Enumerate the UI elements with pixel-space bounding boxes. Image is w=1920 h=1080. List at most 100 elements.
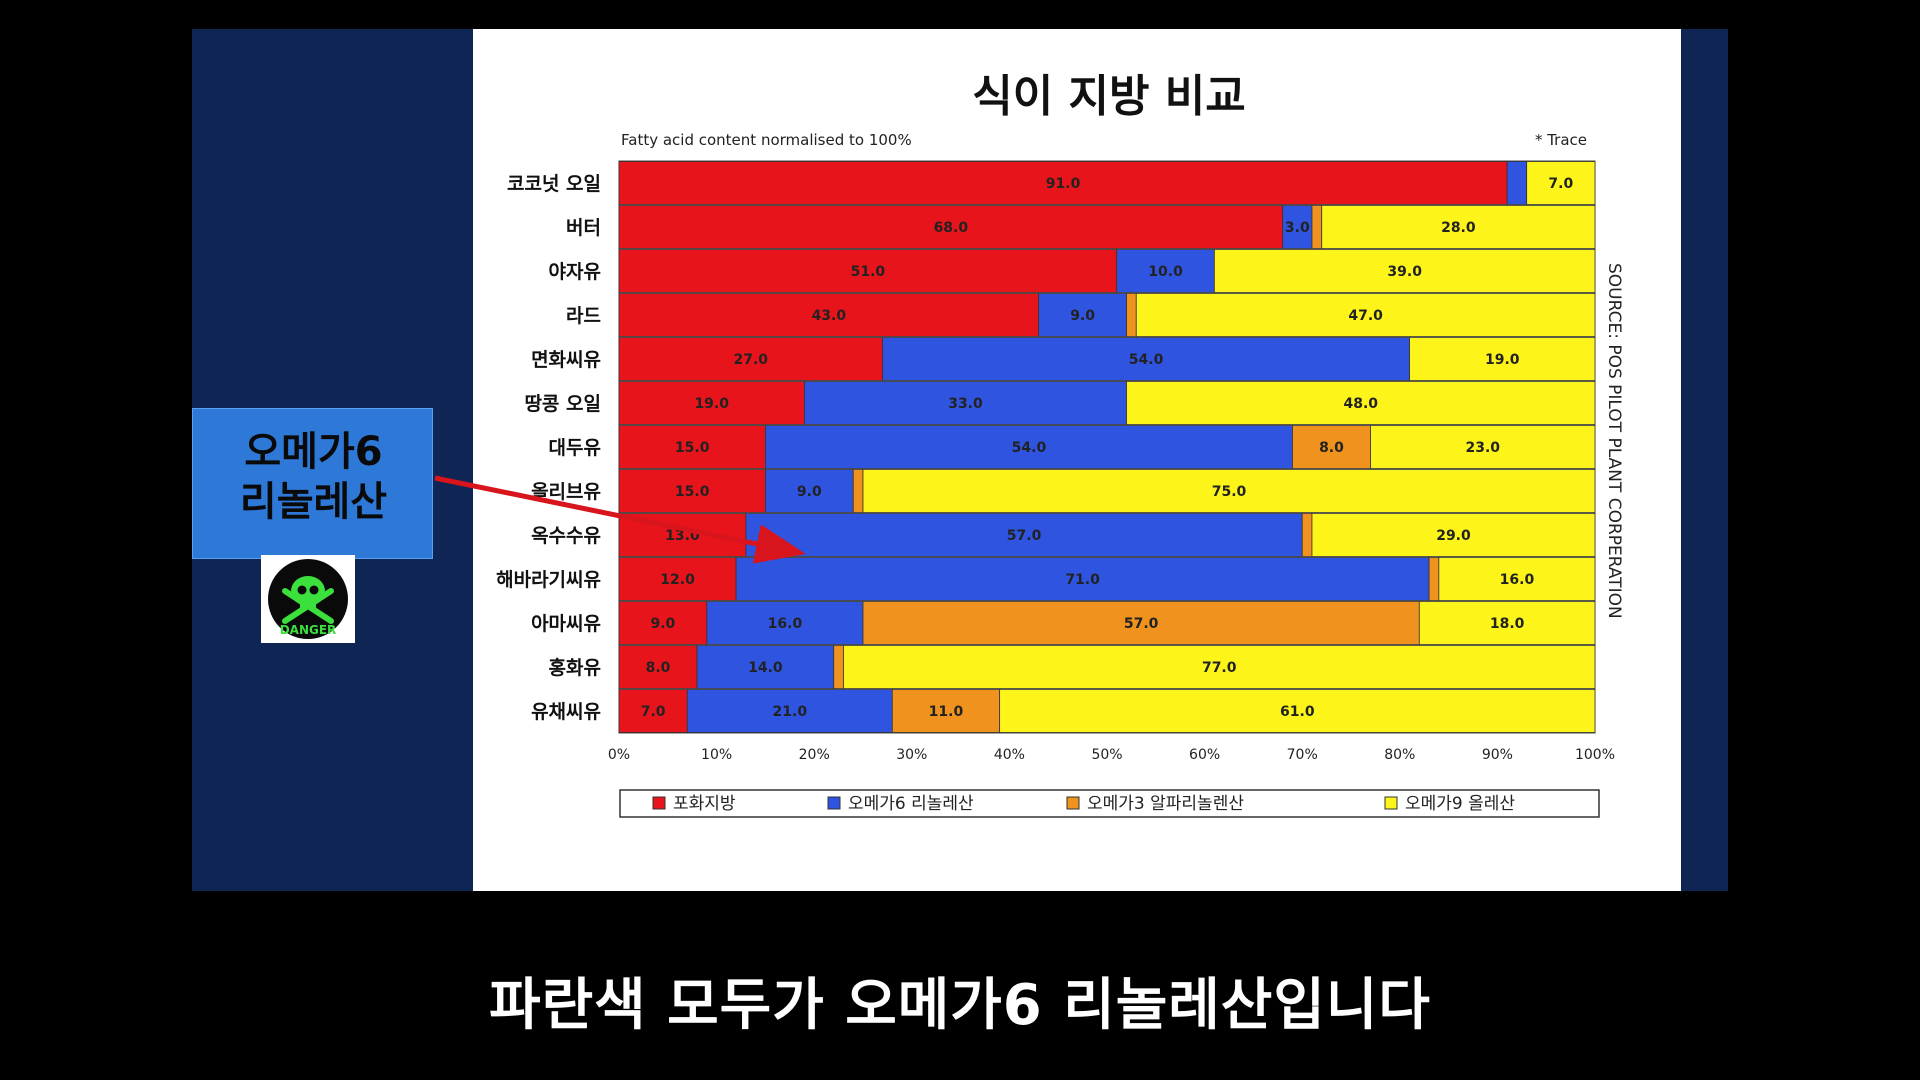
bar-segment [1526,161,1596,205]
bar-segment [1126,381,1596,425]
x-tick-label: 20% [799,747,830,763]
category-label: 땅콩 오일 [524,393,601,415]
bar-segment [618,689,688,733]
trace-note: * Trace [1535,131,1587,149]
value-label: 23.0 [1465,440,1500,456]
bar-segment [1370,425,1596,469]
x-tick-label: 60% [1189,747,1220,763]
danger-badge: DANGER [261,555,355,643]
legend-swatch [1066,796,1080,810]
category-label: 올리브유 [531,481,601,503]
bar-segment [1292,425,1371,469]
value-label: 19.0 [694,396,729,412]
bar-segment [618,557,737,601]
value-label: 15.0 [675,440,710,456]
value-label: 57.0 [1007,528,1042,544]
bar-segment [618,337,883,381]
value-label: 54.0 [1012,440,1047,456]
value-label: 43.0 [812,308,847,324]
value-label: 27.0 [733,352,768,368]
x-tick-label: 70% [1287,747,1318,763]
chart-card: 식이 지방 비교 Fatty acid content normalised t… [473,29,1681,891]
bar-segment [1311,513,1596,557]
stacked-bar-chart: 식이 지방 비교 Fatty acid content normalised t… [496,71,1624,818]
bar-segment [618,161,1508,205]
value-label: 51.0 [851,264,886,280]
value-label: 68.0 [934,220,969,236]
bar-segment [618,293,1040,337]
x-tick-label: 50% [1091,747,1122,763]
bar-segment [999,689,1596,733]
category-label: 옥수수유 [531,525,601,547]
value-label: 11.0 [929,704,964,720]
bars-layer: 코코넛 오일91.02.07.0버터68.03.01.028.0야자유51.01… [496,160,1596,734]
bar-segment [618,425,766,469]
x-tick-label: 10% [701,747,732,763]
value-label: 9.0 [1070,308,1095,324]
bar-segment [891,689,1001,733]
category-label: 해바라기씨유 [496,569,601,591]
value-label: 14.0 [748,660,783,676]
bar-segment [618,249,1118,293]
bar-segment [862,601,1420,645]
value-label: 19.0 [1485,352,1520,368]
category-label: 버터 [566,217,601,239]
chart-subtitle: Fatty acid content normalised to 100% [621,131,912,149]
omega6-callout: 오메가6 리놀레산 [192,408,433,559]
value-label: 13.0 [665,528,700,544]
bar-segment [1311,205,1323,249]
source-label: SOURCE: POS PILOT PLANT CORPERATION [1604,263,1624,619]
value-label: 47.0 [1348,308,1383,324]
value-label: 15.0 [675,484,710,500]
bar-segment [833,645,844,689]
bar-segment [1506,161,1528,205]
value-label: 57.0 [1124,616,1159,632]
value-label: 16.0 [1500,572,1535,588]
skull-crossbones-icon: DANGER [268,559,348,639]
category-label: 야자유 [549,261,601,283]
bar-segment [745,513,1303,557]
bar-segment [696,645,835,689]
x-tick-label: 0% [608,747,630,763]
legend-swatch [827,796,841,810]
x-axis-ticks: 0% 10% 20% 30% 40% 50% 60% 70% 80% 90% 100% [608,747,1615,763]
bar-segment [804,381,1127,425]
x-tick-label: 80% [1384,747,1415,763]
bar-segment [1116,249,1215,293]
bar-segment [1428,557,1440,601]
bar-segment [1418,601,1596,645]
bar-segment [735,557,1430,601]
legend-label: 오메가3 알파리놀렌산 [1087,794,1244,814]
value-label: 18.0 [1490,616,1525,632]
callout-line-2: 리놀레산 [239,479,388,525]
value-label: 21.0 [773,704,808,720]
bar-segment [1301,513,1313,557]
bar-segment [706,601,864,645]
bar-segment [1282,205,1313,249]
value-label: 8.0 [1319,440,1344,456]
bar-segment [862,469,1596,513]
value-label: 48.0 [1343,396,1378,412]
bar-segment [1126,293,1137,337]
bar-segment [1135,293,1596,337]
value-label: 8.0 [646,660,671,676]
category-label: 대두유 [549,437,601,459]
category-label: 아마씨유 [531,613,601,635]
x-tick-label: 30% [896,747,927,763]
bar-segment [618,381,805,425]
x-tick-label: 100% [1575,747,1615,763]
bar-segment [1438,557,1596,601]
bar-segment [1321,205,1596,249]
value-label: 33.0 [948,396,983,412]
chart-title: 식이 지방 비교 [972,71,1246,122]
value-label: 9.0 [797,484,822,500]
value-label: 77.0 [1202,660,1237,676]
legend-box [619,789,1600,818]
value-label: 7.0 [641,704,666,720]
legend-swatch [1384,796,1398,810]
bar-segment [1213,249,1596,293]
legend-swatch [652,796,666,810]
category-label: 코코넛 오일 [507,173,601,195]
legend-label: 오메가9 올레산 [1405,794,1515,814]
legend-label: 오메가6 리놀레산 [848,794,974,814]
